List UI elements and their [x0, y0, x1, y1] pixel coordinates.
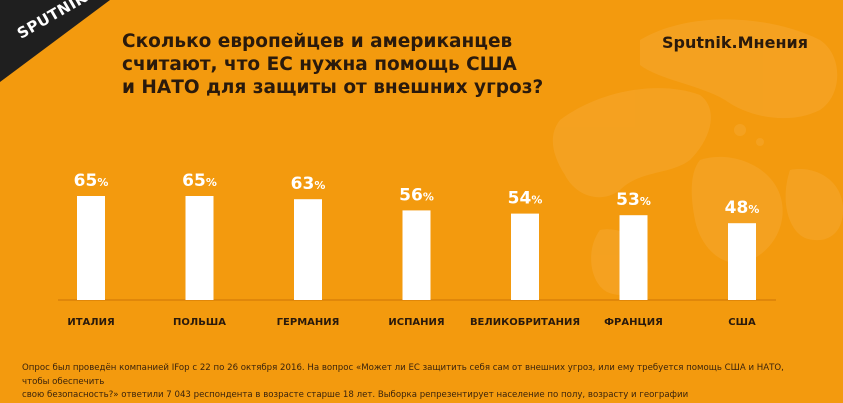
category-label-7: США	[728, 317, 756, 328]
footnote-line-2: свою безопасность?» ответили 7 043 респо…	[22, 390, 689, 400]
brand-label[interactable]: Sputnik.Мнения	[662, 33, 808, 52]
category-label-2: ПОЛЬША	[173, 317, 226, 328]
title-line-1: Сколько европейцев и американцев	[122, 31, 513, 52]
bar-5	[511, 213, 539, 300]
chart-title: Сколько европейцев и американцев считают…	[122, 30, 622, 99]
value-label-1: 65%	[74, 171, 109, 191]
bar-6	[619, 215, 648, 300]
category-label-5: ВЕЛИКОБРИТАНИЯ	[470, 317, 580, 328]
title-line-2: считают, что ЕС нужна помощь США	[122, 54, 517, 75]
value-label-3: 63%	[291, 174, 326, 194]
bar-3	[294, 199, 322, 300]
value-label-6: 53%	[616, 190, 651, 210]
sputnik-logo[interactable]: SPUTNIK	[0, 0, 110, 82]
bar-7	[728, 223, 756, 300]
category-label-1: ИТАЛИЯ	[67, 317, 114, 328]
value-label-4: 56%	[399, 185, 434, 205]
bars-group: 65% ИТАЛИЯ 65% ПОЛЬША 63% ГЕРМАНИЯ 56% ИСПАНИЯ 5…	[67, 171, 759, 328]
bar-4	[402, 210, 431, 300]
footnote-line-1: Опрос был проведён компанией IFop с 22 п…	[22, 363, 784, 387]
value-label-5: 54%	[508, 189, 543, 209]
bar-1	[77, 196, 105, 300]
footnote: Опрос был проведён компанией IFop с 22 п…	[22, 362, 812, 403]
category-label-3: ГЕРМАНИЯ	[277, 317, 340, 328]
value-label-7: 48%	[725, 198, 760, 218]
category-label-6: ФРАНЦИЯ	[604, 317, 663, 328]
value-label-2: 65%	[182, 171, 217, 191]
title-line-3: и НАТО для защиты от внешних угроз?	[122, 77, 544, 98]
bar-2	[185, 196, 214, 300]
category-label-4: ИСПАНИЯ	[388, 317, 444, 328]
logo-badge-icon	[0, 0, 110, 82]
